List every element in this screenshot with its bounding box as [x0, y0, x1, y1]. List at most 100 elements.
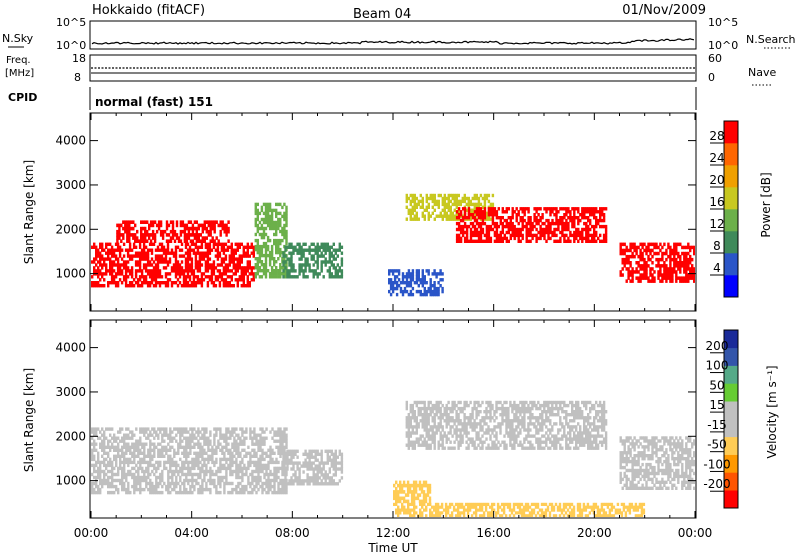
scatter-cell	[461, 227, 465, 232]
scatter-cell	[209, 226, 212, 231]
scatter-cell	[489, 239, 493, 243]
scatter-cell	[237, 454, 240, 458]
scatter-cell	[264, 232, 268, 237]
scatter-region	[282, 449, 344, 486]
scatter-cell	[196, 263, 200, 267]
scatter-cell	[93, 281, 96, 285]
scatter-cell	[573, 210, 576, 214]
scatter-cell	[199, 430, 202, 434]
scatter-cell	[239, 481, 242, 486]
scatter-cell	[194, 254, 198, 258]
scatter-cell	[411, 440, 414, 444]
scatter-cell	[277, 487, 280, 492]
scatter-cell	[298, 263, 301, 267]
scatter-cell	[103, 472, 106, 477]
scatter-cell	[300, 248, 303, 252]
scatter-cell	[283, 211, 286, 216]
scatter-cell	[499, 431, 502, 435]
scatter-cell	[641, 264, 644, 268]
scatter-cell	[187, 466, 190, 471]
scatter-cell	[128, 229, 131, 234]
scatter-cell	[649, 279, 652, 283]
scatter-cell	[187, 454, 190, 458]
scatter-cell	[647, 279, 650, 283]
scatter-cell	[509, 419, 512, 423]
scatter-cell	[187, 445, 190, 449]
scatter-cell	[257, 487, 260, 492]
scatter-cell	[183, 454, 186, 458]
scatter-cell	[97, 269, 100, 273]
scatter-cell	[643, 267, 646, 271]
scatter-cell	[211, 457, 214, 462]
scatter-cell	[427, 403, 430, 408]
scatter-cell	[581, 213, 584, 217]
scatter-cell	[93, 448, 96, 452]
scatter-cell	[635, 251, 638, 256]
scatter-cell	[553, 239, 556, 243]
scatter-cell	[206, 242, 210, 246]
scatter-cell	[585, 236, 588, 241]
scatter-cell	[149, 239, 153, 243]
scatter-cell	[294, 449, 297, 453]
scatter-cell	[101, 254, 104, 258]
scatter-cell	[282, 263, 285, 267]
scatter-cell	[405, 199, 408, 204]
scatter-cell	[275, 247, 278, 252]
scatter-cell	[328, 257, 331, 261]
scatter-cell	[124, 263, 128, 267]
scatter-cell	[199, 487, 202, 492]
scatter-cell	[443, 434, 446, 438]
scatter-cell	[469, 419, 472, 423]
scatter-cell	[277, 481, 280, 486]
scatter-cell	[204, 266, 208, 270]
scatter-cell	[200, 251, 204, 255]
scatter-cell	[176, 269, 180, 273]
scatter-cell	[625, 248, 628, 253]
scatter-cell	[95, 490, 98, 495]
scatter-cell	[285, 484, 288, 489]
scatter-cell	[529, 230, 532, 235]
scatter-cell	[235, 445, 238, 449]
scatter-cell	[469, 440, 472, 444]
scatter-cell	[467, 431, 470, 435]
scatter-cell	[581, 239, 584, 243]
scatter-cell	[479, 403, 482, 408]
scatter-cell	[328, 479, 331, 483]
scatter-cell	[194, 257, 198, 261]
scatter-cell	[549, 227, 552, 232]
scatter-cell	[99, 263, 102, 267]
scatter-cell	[164, 254, 168, 258]
scatter-cell	[577, 210, 580, 214]
scatter-cell	[95, 430, 98, 434]
scatter-cell	[188, 263, 192, 267]
scatter-cell	[249, 430, 252, 434]
scatter-cell	[175, 481, 178, 486]
scatter-cell	[185, 233, 189, 237]
scatter-cell	[318, 464, 321, 468]
scatter-cell	[179, 436, 182, 440]
scatter-cell	[171, 460, 174, 465]
scatter-cell	[137, 448, 140, 452]
scatter-cell	[545, 207, 548, 211]
scatter-cell	[140, 236, 143, 240]
scatter-cell	[314, 467, 317, 471]
scatter-cell	[179, 223, 183, 228]
scatter-cell	[467, 207, 471, 211]
power-x-ticks	[90, 113, 696, 311]
scatter-cell	[447, 199, 450, 204]
scatter-cell	[513, 419, 516, 423]
scatter-cell	[631, 242, 634, 247]
scatter-cell	[240, 284, 243, 288]
scatter-cell	[429, 284, 432, 288]
scatter-cell	[99, 269, 102, 273]
scatter-cell	[239, 463, 242, 468]
scatter-cell	[581, 227, 584, 232]
scatter-cell	[288, 269, 291, 273]
scatter-cell	[149, 430, 152, 434]
scatter-cell	[521, 221, 524, 226]
scatter-cell	[143, 451, 146, 455]
scatter-cell	[262, 272, 266, 276]
scatter-cell	[503, 410, 506, 414]
scatter-cell	[138, 278, 142, 282]
scatter-cell	[288, 482, 291, 486]
